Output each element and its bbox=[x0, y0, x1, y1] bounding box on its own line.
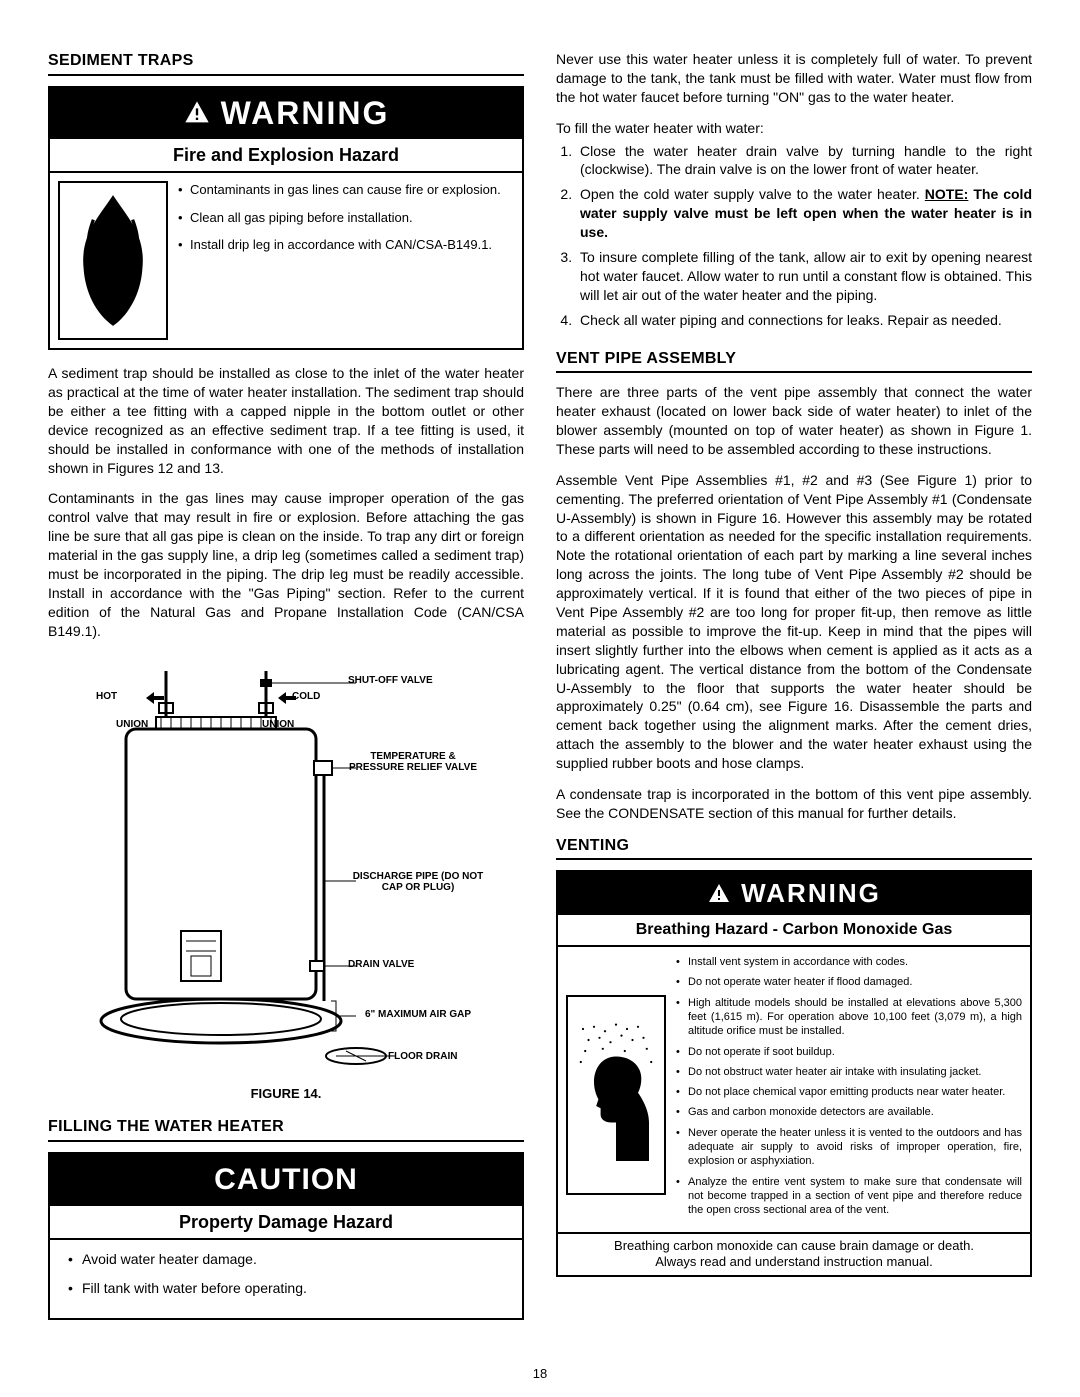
warning-bullet: Do not obstruct water heater air intake … bbox=[676, 1065, 1022, 1079]
warning-bullet: Contaminants in gas lines can cause fire… bbox=[178, 181, 514, 199]
paragraph-vent-2: Assemble Vent Pipe Assemblies #1, #2 and… bbox=[556, 471, 1032, 773]
warning-bullet: Clean all gas piping before installation… bbox=[178, 209, 514, 227]
warning-list: Install vent system in accordance with c… bbox=[676, 955, 1022, 1223]
label-drain: DRAIN VALVE bbox=[348, 959, 414, 970]
figure-caption: FIGURE 14. bbox=[48, 1085, 524, 1103]
warning-footer: Breathing carbon monoxide can cause brai… bbox=[558, 1232, 1030, 1276]
warning-body: Install vent system in accordance with c… bbox=[558, 947, 1030, 1231]
label-airgap: 6" MAXIMUM AIR GAP bbox=[348, 1009, 488, 1020]
fire-icon bbox=[58, 181, 168, 340]
warning-bullet: Install vent system in accordance with c… bbox=[676, 955, 1022, 969]
label-discharge: DISCHARGE PIPE (DO NOT CAP OR PLUG) bbox=[348, 871, 488, 893]
caution-body: Avoid water heater damage. Fill tank wit… bbox=[50, 1240, 522, 1318]
fill-steps: Close the water heater drain valve by tu… bbox=[556, 142, 1032, 336]
paragraph-vent-3: A condensate trap is incorporated in the… bbox=[556, 785, 1032, 823]
fill-step: To insure complete filling of the tank, … bbox=[576, 248, 1032, 305]
label-tprv: TEMPERATURE & PRESSURE RELIEF VALVE bbox=[348, 751, 478, 773]
warning-list: Contaminants in gas lines can cause fire… bbox=[178, 181, 514, 340]
figure-14: SHUT-OFF VALVE HOT COLD UNION UNION TEMP… bbox=[48, 661, 524, 1103]
warning-fire-explosion: WARNING Fire and Explosion Hazard Contam… bbox=[48, 86, 524, 350]
warning-bullet: Do not place chemical vapor emitting pro… bbox=[676, 1085, 1022, 1099]
caution-property-damage: CAUTION Property Damage Hazard Avoid wat… bbox=[48, 1152, 524, 1321]
warning-header-text: WARNING bbox=[741, 876, 881, 911]
caution-bullet: Fill tank with water before operating. bbox=[68, 1279, 504, 1298]
caution-bullet: Avoid water heater damage. bbox=[68, 1250, 504, 1269]
right-column: Never use this water heater unless it is… bbox=[556, 50, 1032, 1367]
breathing-hazard-icon bbox=[566, 995, 666, 1195]
section-title-filling: FILLING THE WATER HEATER bbox=[48, 1116, 524, 1142]
section-title-vent-pipe: VENT PIPE ASSEMBLY bbox=[556, 348, 1032, 374]
warning-header: WARNING bbox=[50, 88, 522, 139]
warning-header-text: WARNING bbox=[221, 92, 390, 135]
paragraph-vent-1: There are three parts of the vent pipe a… bbox=[556, 383, 1032, 459]
left-column: SEDIMENT TRAPS WARNING Fire and Explosio… bbox=[48, 50, 524, 1367]
warning-header: WARNING bbox=[558, 872, 1030, 915]
alert-triangle-icon bbox=[707, 882, 731, 906]
warning-body: Contaminants in gas lines can cause fire… bbox=[50, 173, 522, 348]
paragraph-sediment-1: A sediment trap should be installed as c… bbox=[48, 364, 524, 477]
section-title-venting: VENTING bbox=[556, 835, 1032, 861]
paragraph-fill-2: To fill the water heater with water: bbox=[556, 119, 1032, 138]
warning-subheader: Fire and Explosion Hazard bbox=[50, 139, 522, 173]
fill-step: Open the cold water supply valve to the … bbox=[576, 185, 1032, 242]
fill-step: Check all water piping and connections f… bbox=[576, 311, 1032, 330]
warning-bullet: Analyze the entire vent system to make s… bbox=[676, 1175, 1022, 1218]
warning-bullet: Never operate the heater unless it is ve… bbox=[676, 1126, 1022, 1169]
warning-breathing-hazard: WARNING Breathing Hazard - Carbon Monoxi… bbox=[556, 870, 1032, 1277]
label-hot: HOT bbox=[96, 691, 117, 702]
alert-triangle-icon bbox=[183, 99, 211, 127]
warning-footer-line-1: Breathing carbon monoxide can cause brai… bbox=[614, 1238, 974, 1253]
label-cold: COLD bbox=[292, 691, 320, 702]
fill-step: Close the water heater drain valve by tu… bbox=[576, 142, 1032, 180]
label-union-2: UNION bbox=[262, 719, 294, 730]
label-union-1: UNION bbox=[116, 719, 148, 730]
section-title-sediment-traps: SEDIMENT TRAPS bbox=[48, 50, 524, 76]
page: SEDIMENT TRAPS WARNING Fire and Explosio… bbox=[48, 50, 1032, 1367]
warning-subheader: Breathing Hazard - Carbon Monoxide Gas bbox=[558, 915, 1030, 947]
warning-footer-line-2: Always read and understand instruction m… bbox=[655, 1254, 933, 1269]
warning-bullet: Do not operate if soot buildup. bbox=[676, 1045, 1022, 1059]
caution-header: CAUTION bbox=[50, 1154, 522, 1207]
warning-bullet: Do not operate water heater if flood dam… bbox=[676, 975, 1022, 989]
paragraph-fill-1: Never use this water heater unless it is… bbox=[556, 50, 1032, 107]
caution-subheader: Property Damage Hazard bbox=[50, 1206, 522, 1240]
water-heater-diagram: SHUT-OFF VALVE HOT COLD UNION UNION TEMP… bbox=[48, 661, 524, 1081]
paragraph-sediment-2: Contaminants in the gas lines may cause … bbox=[48, 489, 524, 640]
warning-bullet: Install drip leg in accordance with CAN/… bbox=[178, 236, 514, 254]
label-shutoff: SHUT-OFF VALVE bbox=[348, 675, 433, 686]
warning-bullet: Gas and carbon monoxide detectors are av… bbox=[676, 1105, 1022, 1119]
label-floor: FLOOR DRAIN bbox=[388, 1051, 457, 1062]
page-number: 18 bbox=[533, 1365, 547, 1383]
warning-bullet: High altitude models should be installed… bbox=[676, 996, 1022, 1039]
